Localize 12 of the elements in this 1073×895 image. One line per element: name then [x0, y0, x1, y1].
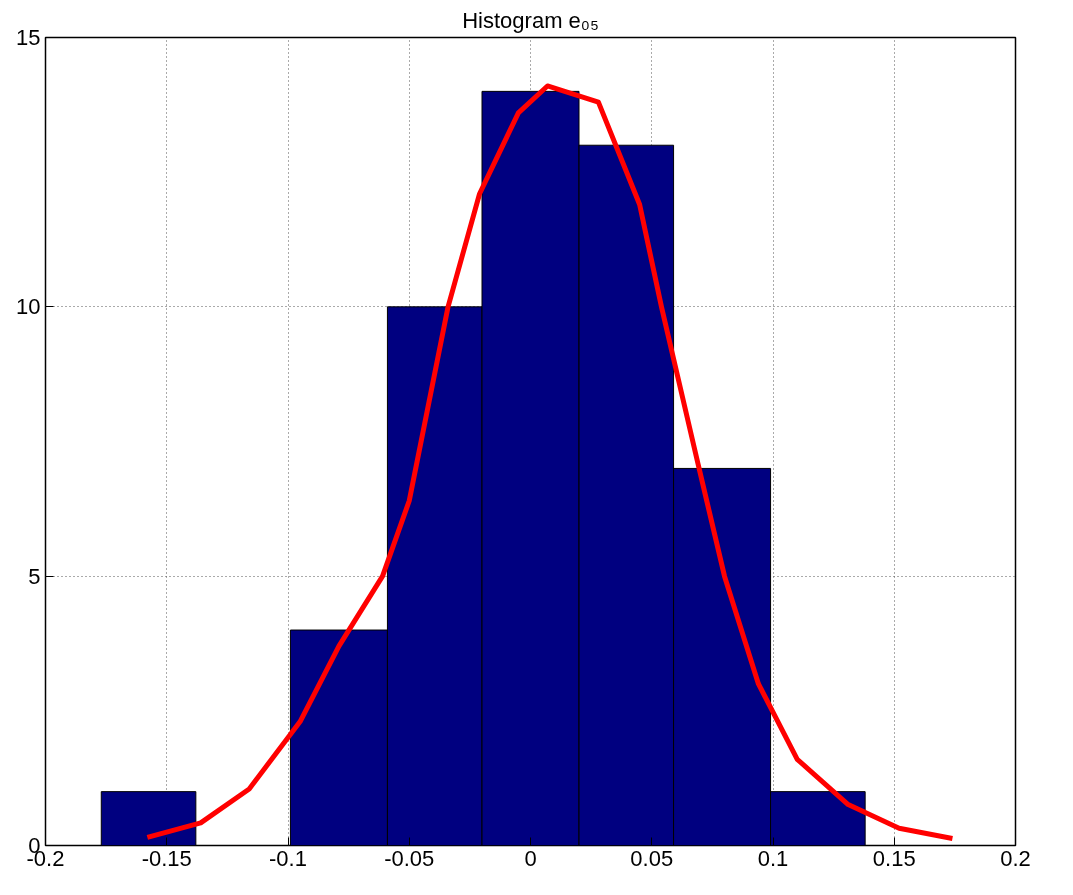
- x-tick-label: 0.1: [757, 845, 789, 871]
- x-tick-label: 0.15: [872, 845, 916, 871]
- x-tick-label: -0.05: [384, 845, 435, 871]
- chart-title: Histogram e₀₅: [462, 7, 599, 33]
- x-tick-label: 0.2: [1000, 845, 1031, 871]
- x-tick-label: -0.1: [269, 845, 307, 871]
- y-tick-label: 5: [28, 563, 41, 589]
- x-tick-label: -0.15: [141, 845, 192, 871]
- x-tick-label: 0.05: [630, 845, 674, 871]
- y-tick-label: 15: [16, 25, 41, 50]
- x-tick-label: 0: [524, 845, 537, 871]
- y-tick-label: 10: [16, 294, 41, 320]
